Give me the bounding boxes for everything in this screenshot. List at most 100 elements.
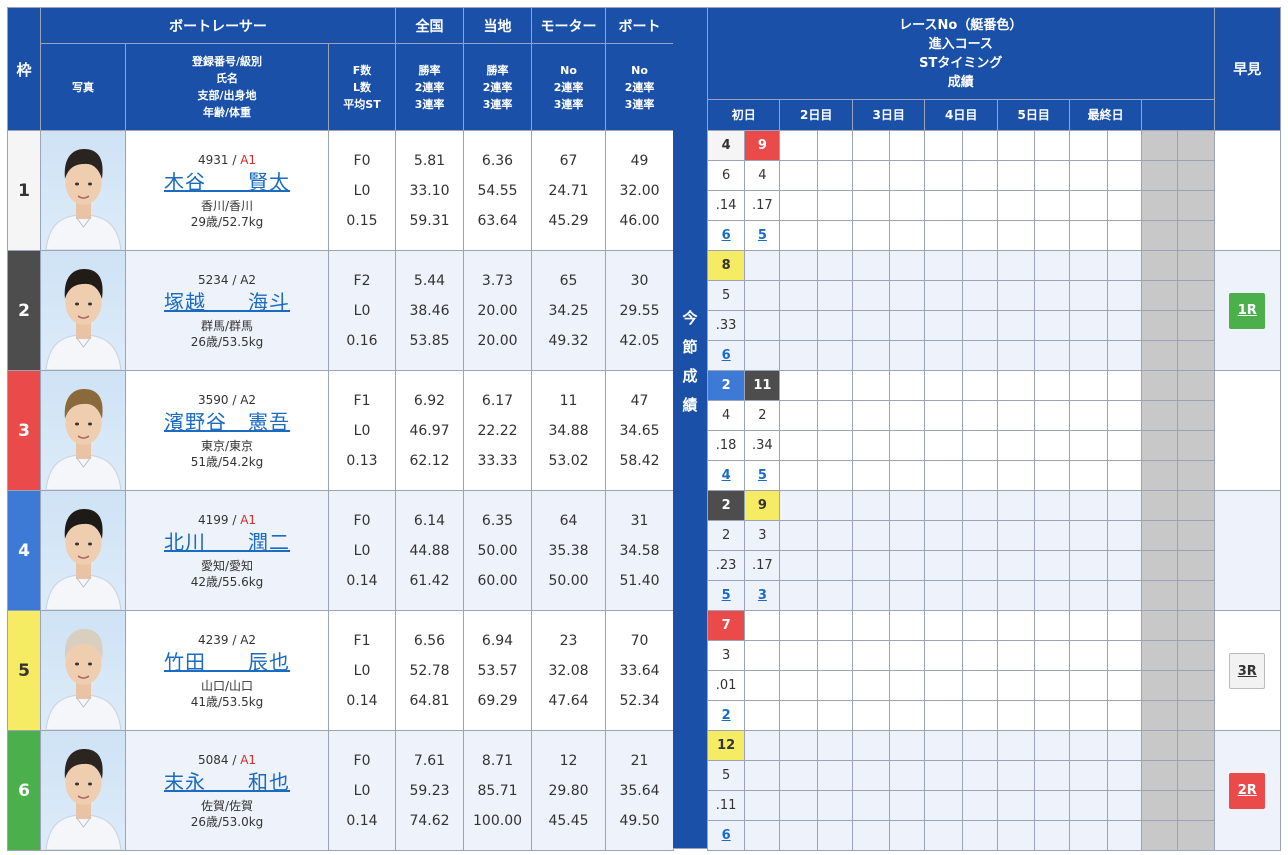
- current-session-label: 今節 成績: [673, 7, 707, 849]
- racer-name-link[interactable]: 北川 潤二: [164, 529, 290, 554]
- frame-number: 3: [7, 370, 41, 491]
- branch-birthplace: 愛知/愛知: [200, 558, 254, 573]
- racer-name-link[interactable]: 竹田 辰也: [164, 649, 290, 674]
- hayami-race-button[interactable]: 1R: [1229, 292, 1266, 329]
- local-header: 当地: [463, 7, 533, 44]
- boat-stats: 21 35.64 49.50: [605, 730, 675, 851]
- result-cell: [1106, 760, 1142, 791]
- result-cell: [1106, 160, 1142, 191]
- race-result-link[interactable]: 5: [721, 588, 731, 603]
- result-row: 2 11: [706, 370, 1281, 491]
- result-cell: [1034, 430, 1071, 461]
- result-cell: [961, 250, 998, 281]
- result-cell: [889, 700, 926, 731]
- result-cell: [779, 400, 818, 431]
- result-cell: [851, 520, 891, 551]
- result-cell: [996, 310, 1036, 341]
- registration-number: 5084: [197, 752, 229, 767]
- motor-value: 11: [559, 392, 578, 409]
- age-weight: 29歳/52.7kg: [190, 214, 264, 229]
- boat-value: 32.00: [619, 182, 660, 199]
- nat-value: 6.92: [413, 392, 446, 409]
- racer-class: A2: [240, 632, 257, 647]
- result-cell: 6: [706, 820, 746, 851]
- result-cell: [996, 640, 1036, 671]
- race-result-link[interactable]: 5: [757, 468, 767, 483]
- result-cell: [889, 460, 926, 491]
- race-result-link[interactable]: 3: [757, 588, 767, 603]
- result-cell: [779, 640, 818, 671]
- motor-stats: 11 34.88 53.02: [531, 370, 607, 491]
- branch-birthplace: 佐賀/佐賀: [200, 798, 254, 813]
- nat-value: 7.61: [413, 752, 446, 769]
- race-number-badge: 12: [706, 730, 746, 761]
- result-cell: [924, 790, 963, 821]
- result-row: 5: [706, 280, 1281, 311]
- stat-st: 0.14: [346, 812, 378, 829]
- stat-f: F1: [353, 632, 371, 649]
- racer-class: A1: [240, 512, 257, 527]
- nat-value: 59.23: [409, 782, 450, 799]
- result-cell: [996, 820, 1036, 851]
- racer-photo: [40, 130, 126, 251]
- result-cell: [816, 370, 853, 401]
- result-cell: [1069, 430, 1108, 461]
- race-result-link[interactable]: 2: [721, 708, 731, 723]
- entry-course: 2: [744, 400, 781, 431]
- local-sub-header: 勝率 2連率 3連率: [463, 43, 533, 131]
- result-cell: [1140, 250, 1179, 281]
- result-cell: [779, 580, 818, 611]
- loc-value: 63.64: [477, 212, 518, 229]
- result-cell: [851, 640, 891, 671]
- result-cell: [816, 220, 853, 251]
- result-cell: [1034, 190, 1071, 221]
- result-cell: [1034, 460, 1071, 491]
- race-result-link[interactable]: 6: [721, 828, 731, 843]
- boat-value: 33.64: [619, 662, 660, 679]
- result-cell: [1069, 580, 1108, 611]
- result-cell: [1177, 310, 1215, 341]
- race-result-link[interactable]: 6: [721, 228, 731, 243]
- result-cell: [816, 400, 853, 431]
- hayami-race-button[interactable]: 2R: [1229, 772, 1266, 809]
- nat-value: 33.10: [409, 182, 450, 199]
- result-cell: [1177, 730, 1215, 761]
- hayami-race-button[interactable]: 3R: [1229, 652, 1266, 689]
- fl-stats: F0 L0 0.15: [327, 130, 397, 251]
- motor-value: 67: [559, 152, 578, 169]
- racer-name-link[interactable]: 末永 和也: [164, 769, 290, 794]
- result-cell: [961, 550, 998, 581]
- registration-number: 4239: [197, 632, 229, 647]
- result-cell: [924, 760, 963, 791]
- racer-name-link[interactable]: 木谷 賢太: [164, 169, 290, 194]
- result-cell: [1106, 550, 1142, 581]
- result-cell: [1034, 700, 1071, 731]
- race-result-link[interactable]: 6: [721, 348, 731, 363]
- boat-value: 35.64: [619, 782, 660, 799]
- race-result-link[interactable]: 4: [721, 468, 731, 483]
- result-cell: [961, 820, 998, 851]
- race-result-link[interactable]: 5: [757, 228, 767, 243]
- result-cell: [961, 340, 998, 371]
- result-cell: [889, 130, 926, 161]
- result-cell: [889, 640, 926, 671]
- st-timing: .14: [706, 190, 746, 221]
- result-cell: [996, 460, 1036, 491]
- racer-name-link[interactable]: 塚越 海斗: [164, 289, 290, 314]
- result-row: 5: [706, 760, 1281, 791]
- race-number-badge: 2: [706, 370, 746, 401]
- result-cell: [779, 280, 818, 311]
- racer-name-link[interactable]: 濱野谷 憲吾: [164, 409, 290, 434]
- result-cell: [1106, 460, 1142, 491]
- result-row: 8 1R: [706, 250, 1281, 371]
- result-cell: [1106, 790, 1142, 821]
- boat-value: 42.05: [619, 332, 660, 349]
- st-timing: .01: [706, 670, 746, 701]
- result-row: 3: [706, 640, 1281, 671]
- result-cell: [1069, 310, 1108, 341]
- result-cell: [816, 490, 853, 521]
- result-cell: [779, 550, 818, 581]
- loc-value: 3.73: [481, 272, 514, 289]
- entry-course: 3: [744, 520, 781, 551]
